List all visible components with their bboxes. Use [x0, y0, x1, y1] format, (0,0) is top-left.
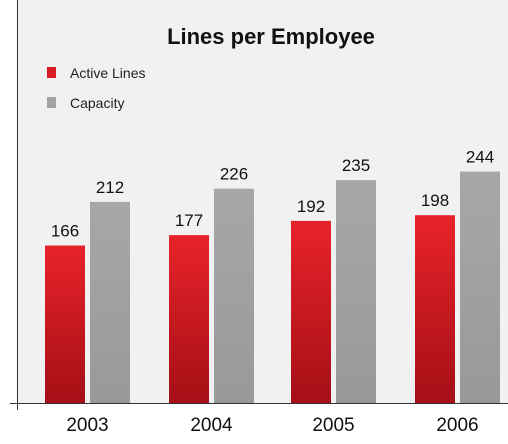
bar-capacity-2004	[214, 188, 254, 403]
bar-active-lines-2005	[291, 220, 331, 403]
data-label-capacity-2003: 212	[96, 178, 124, 197]
data-label-capacity-2006: 244	[466, 148, 494, 167]
legend-swatch-active-lines	[47, 67, 56, 78]
x-tick-label-2004: 2004	[190, 415, 233, 436]
data-label-active-lines-2004: 177	[175, 211, 203, 230]
x-tick-label-2005: 2005	[312, 415, 354, 436]
x-tick-label-2003: 2003	[66, 415, 108, 436]
legend-label-capacity: Capacity	[70, 95, 124, 111]
data-label-active-lines-2003: 166	[51, 222, 79, 241]
bar-active-lines-2004	[169, 235, 209, 403]
bar-capacity-2006	[460, 171, 500, 403]
x-tick-label-2006: 2006	[436, 415, 478, 436]
bars-layer: 166 212 2003 177 226 2004 192 235 2005 198 244 2006	[45, 148, 500, 436]
bar-capacity-2005	[336, 180, 376, 403]
data-label-active-lines-2006: 198	[421, 191, 449, 210]
data-label-active-lines-2005: 192	[297, 197, 325, 216]
data-label-capacity-2004: 226	[220, 165, 248, 184]
legend-swatch-capacity	[47, 97, 56, 108]
chart-title: Lines per Employee	[167, 24, 375, 49]
bar-capacity-2003	[90, 201, 130, 403]
legend-label-active-lines: Active Lines	[70, 65, 145, 81]
bar-active-lines-2006	[415, 215, 455, 403]
bar-active-lines-2003	[45, 245, 85, 403]
data-label-capacity-2005: 235	[342, 156, 370, 175]
